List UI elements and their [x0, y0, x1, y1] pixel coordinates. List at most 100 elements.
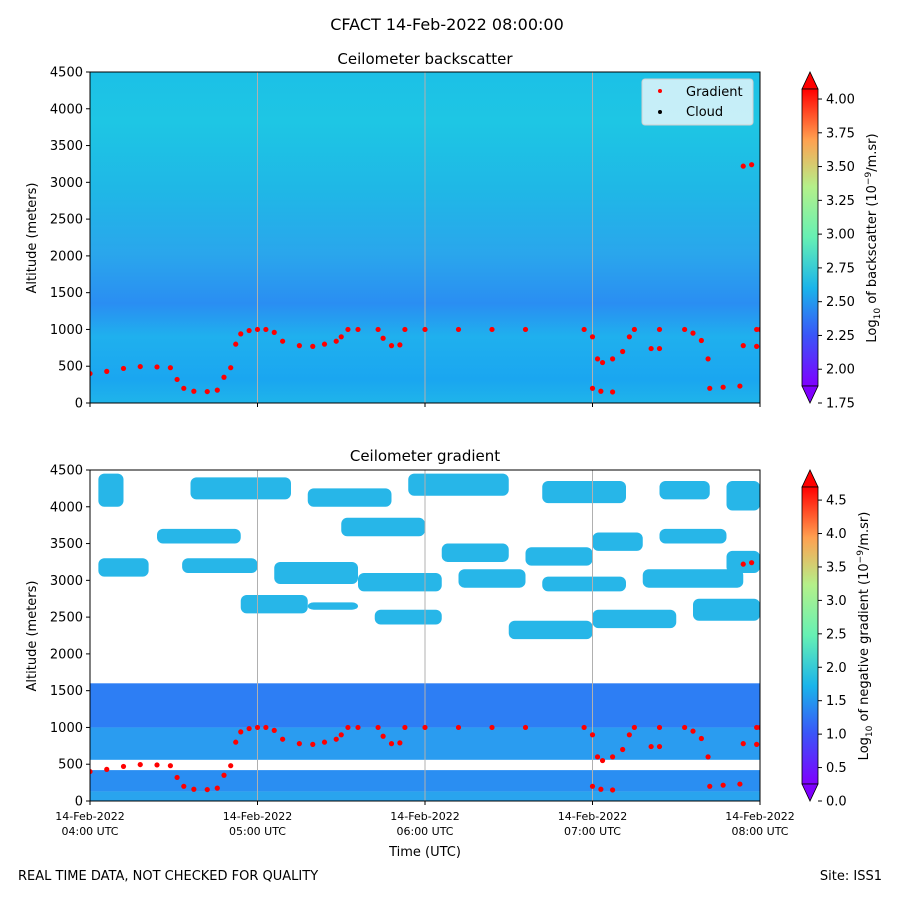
legend-gradient-label: Gradient: [686, 85, 743, 100]
colorbar-tick-label: 3.75: [826, 126, 855, 141]
gradient-patch: [307, 488, 392, 507]
gradient-point: [214, 387, 220, 393]
gradient-point: [626, 732, 632, 738]
gradient-patch: [525, 547, 593, 566]
gradient-point: [707, 385, 713, 391]
gradient-point: [167, 763, 173, 769]
gradient-point: [310, 343, 316, 349]
backscatter-x-ticks: [89, 403, 761, 407]
gradient-point: [338, 732, 344, 738]
gradient-patch: [542, 576, 626, 592]
gradient-point: [246, 327, 252, 334]
y-tick-label: 4000: [50, 500, 83, 515]
backscatter-colorbar-ticks: 1.75 2.00 2.25 2.50 2.75 3.00 3.25 3.50 3.75 4.00: [818, 93, 855, 412]
gradient-point: [740, 163, 746, 169]
colorbar-tick-label: 4.00: [826, 93, 855, 108]
y-tick-label: 2500: [50, 611, 83, 626]
gradient-patch: [98, 473, 124, 507]
x-tick-label-date: 14-Feb-2022: [223, 810, 292, 823]
gradient-point: [333, 736, 339, 742]
gradient-point: [705, 356, 711, 362]
gradient-point: [422, 326, 428, 333]
gradient-point: [402, 326, 408, 333]
gradient-point: [610, 356, 616, 362]
gradient-point: [345, 724, 351, 731]
legend: Gradient Cloud: [641, 78, 754, 126]
gradient-point: [656, 743, 663, 750]
backscatter-gradient-points: [90, 162, 760, 395]
gradient-point: [656, 724, 663, 731]
figure-title: CFACT 14-Feb-2022 08:00:00: [330, 15, 564, 34]
gradient-point: [214, 785, 220, 791]
gradient-point: [221, 374, 227, 380]
colorbar-tick-label: 2.50: [826, 295, 855, 310]
gradient-point: [355, 326, 361, 333]
gradient-point: [296, 741, 302, 747]
colorbar-tick-label: 0.0: [826, 795, 847, 810]
colorbar-tick-label: 3.25: [826, 194, 855, 209]
gradient-point: [749, 560, 755, 566]
gradient-point: [757, 724, 760, 731]
gradient-patch: [341, 517, 425, 537]
gradient-patch: [307, 602, 358, 610]
colorbar-cap-top: [801, 469, 819, 488]
gradient-point: [388, 343, 395, 349]
gradient-point: [754, 741, 760, 747]
y-tick-label: 500: [58, 758, 83, 773]
y-tick-label: 1500: [50, 286, 83, 301]
gradient-colorbar-label: Log10 of negative gradient (10−9/m.sr): [856, 512, 875, 761]
gradient-point: [375, 724, 381, 731]
gradient-point: [740, 741, 746, 747]
backscatter-plot-area: 0 500 1000 1500 2000 2500 3000 3500 4000 4500 Alt…: [25, 66, 761, 412]
gradient-point: [455, 724, 462, 731]
x-tick-label-date: 14-Feb-2022: [55, 810, 124, 823]
backscatter-y-ticks: 0 500 1000 1500 2000 2500 3000 3500 4000 4500: [50, 66, 90, 412]
backscatter-gridlines: [257, 72, 593, 403]
gradient-point: [705, 754, 711, 760]
gradient-point: [610, 389, 616, 395]
gradient-point: [690, 330, 696, 336]
colorbar-tick-label: 0.5: [826, 761, 847, 776]
gradient-point: [682, 326, 688, 333]
gradient-point: [522, 326, 529, 333]
gradient-patch: [240, 595, 308, 614]
gradient-point: [757, 326, 760, 333]
x-tick-label-time: 08:00 UTC: [731, 825, 788, 838]
gradient-point: [610, 754, 616, 760]
gradient-point: [397, 342, 403, 348]
y-tick-label: 3500: [50, 537, 83, 552]
gradient-point: [321, 341, 328, 347]
gradient-point: [254, 326, 261, 333]
gradient-point: [631, 326, 637, 333]
backscatter-colorbar-label: Log10 of backscatter (10−9/m.sr): [864, 133, 883, 342]
gradient-point: [522, 724, 529, 731]
quality-disclaimer: REAL TIME DATA, NOT CHECKED FOR QUALITY: [18, 869, 319, 884]
gradient-point: [321, 739, 328, 745]
gradient-point: [191, 786, 197, 792]
colorbar-tick-label: 2.25: [826, 329, 855, 344]
gradient-point: [594, 754, 601, 760]
gradient-point: [489, 326, 495, 333]
gradient-point: [589, 783, 596, 789]
gradient-point: [204, 388, 210, 395]
gradient-point: [228, 763, 234, 769]
gradient-point: [707, 783, 713, 789]
gradient-patch: [659, 481, 710, 500]
colorbar-tick-label: 2.75: [826, 261, 855, 276]
gradient-point: [104, 766, 110, 772]
gradient-point: [246, 725, 252, 732]
gradient-point: [599, 757, 606, 764]
backscatter-title: Ceilometer backscatter: [337, 50, 513, 68]
gradient-point: [90, 370, 93, 377]
gradient-point: [388, 741, 395, 747]
gradient-point: [754, 343, 760, 349]
colorbar-body: [801, 88, 819, 387]
colorbar-tick-label: 1.0: [826, 728, 847, 743]
gradient-point: [333, 338, 339, 344]
y-tick-label: 2500: [50, 213, 83, 228]
gradient-point: [280, 338, 286, 344]
gradient-point: [310, 741, 316, 747]
colorbar-tick-label: 2.0: [826, 661, 847, 676]
gradient-point: [720, 384, 726, 390]
gradient-patch: [542, 481, 626, 504]
